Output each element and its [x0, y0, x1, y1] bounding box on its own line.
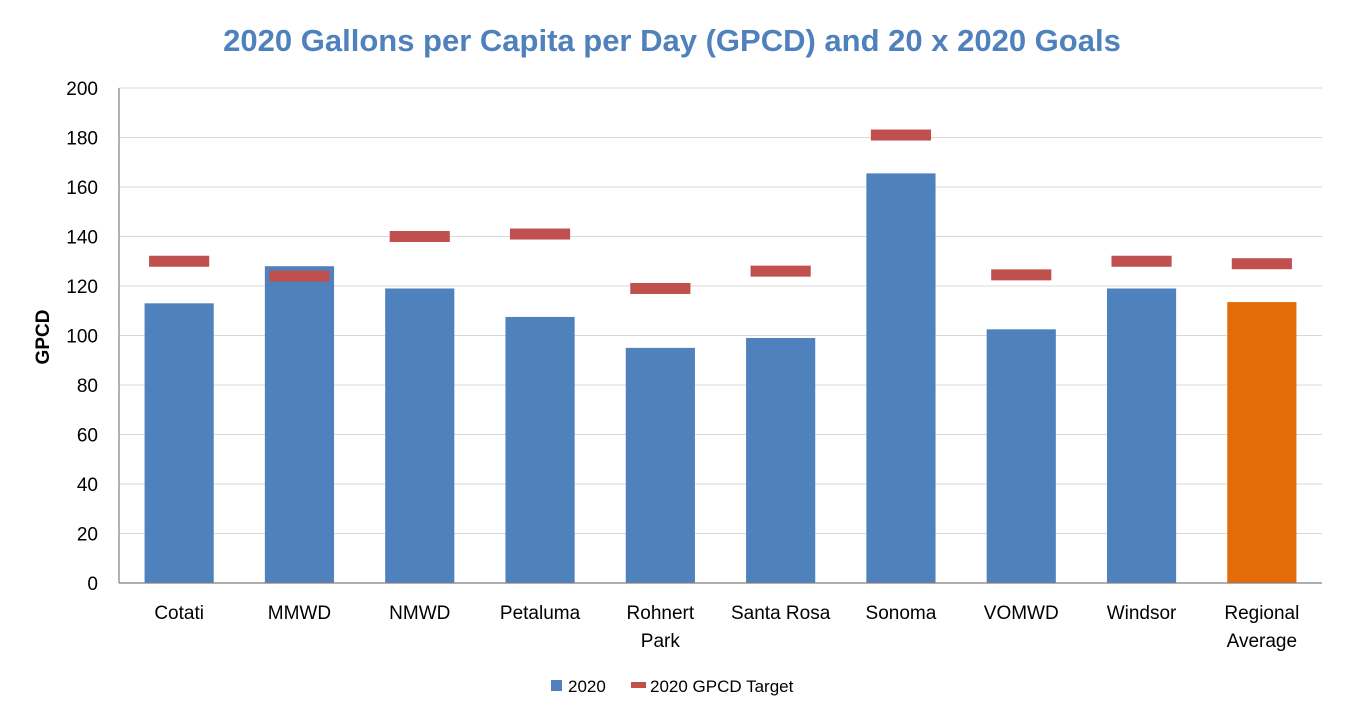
bar-2020 [264, 266, 335, 583]
legend-label-2020: 2020 [568, 677, 606, 696]
x-tick-label: VOMWD [984, 603, 1059, 624]
bar-2020 [385, 288, 455, 583]
axes [118, 88, 1322, 584]
y-tick-label: 200 [66, 79, 98, 100]
bar-2020 [1227, 302, 1297, 583]
y-tick-label: 180 [66, 129, 98, 150]
y-tick-label: 160 [66, 178, 98, 199]
x-tick-label: Average [1227, 631, 1297, 652]
x-tick-label: NMWD [389, 603, 450, 624]
y-tick-label: 120 [66, 277, 98, 298]
y-tick-label: 0 [87, 574, 98, 595]
target-marker [269, 270, 330, 282]
legend-swatch-2020 [551, 680, 562, 691]
target-marker [1111, 255, 1172, 267]
target-marker [991, 269, 1052, 281]
x-tick-label: Regional [1224, 603, 1299, 624]
legend-swatch-target [631, 682, 646, 688]
y-tick-label: 20 [77, 525, 98, 546]
target-markers [149, 129, 1292, 294]
bar-2020 [505, 316, 575, 583]
y-tick-label: 60 [77, 426, 98, 447]
target-marker [509, 228, 571, 240]
bar-2020 [986, 329, 1056, 583]
bar-2020 [625, 347, 695, 583]
target-marker [389, 231, 450, 242]
y-tick-label: 100 [66, 327, 98, 348]
target-marker [1231, 258, 1292, 270]
x-tick-label: Windsor [1107, 603, 1177, 624]
target-marker [149, 255, 210, 267]
x-tick-label: Park [641, 631, 681, 652]
target-marker [750, 265, 811, 277]
y-tick-label: 80 [77, 376, 98, 397]
x-tick-label: MMWD [268, 603, 331, 624]
x-tick-label: Petaluma [500, 603, 581, 624]
chart-title: 2020 Gallons per Capita per Day (GPCD) a… [223, 23, 1121, 58]
y-axis-title: GPCD [33, 310, 54, 365]
bar-2020 [746, 337, 816, 583]
y-tick-label: 140 [66, 228, 98, 249]
target-marker [630, 282, 691, 294]
x-tick-label: Sonoma [866, 603, 937, 624]
legend-label-target: 2020 GPCD Target [650, 677, 794, 696]
target-marker [870, 129, 932, 141]
y-tick-label: 40 [77, 475, 98, 496]
x-tick-label: Cotati [154, 603, 204, 624]
legend: 2020 2020 GPCD Target [551, 677, 794, 696]
bar-2020 [144, 303, 214, 583]
bars [144, 173, 1297, 583]
x-axis-labels: Cotati MMWD NMWD Petaluma Rohnert Park Santa R… [154, 603, 1299, 652]
y-axis-ticks: 0 20 40 60 80 100 120 140 160 180 200 [66, 79, 98, 595]
x-tick-label: Rohnert [627, 603, 695, 624]
bar-2020 [866, 173, 936, 583]
x-tick-label: Santa Rosa [731, 603, 831, 624]
bar-2020 [1106, 288, 1177, 583]
